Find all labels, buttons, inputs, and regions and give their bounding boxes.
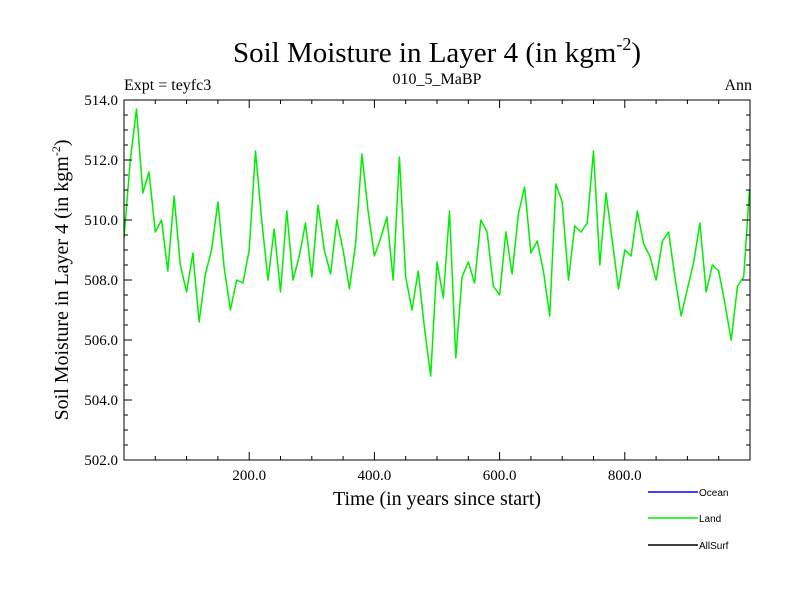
legend-label-ocean: Ocean: [699, 488, 728, 499]
legend-label-allsurf: AllSurf: [699, 541, 729, 552]
x-axis-label: Time (in years since start): [333, 488, 541, 510]
y-tick-label: 502.0: [84, 453, 118, 469]
series-line-land: [124, 108, 750, 377]
y-tick-label: 504.0: [84, 393, 118, 409]
y-tick-label: 510.0: [84, 213, 118, 229]
legend: Ocean Land AllSurf: [648, 488, 729, 552]
x-axis: 200.0 400.0 600.0 800.0: [232, 100, 642, 484]
y-tick-label: 506.0: [84, 333, 118, 349]
minor-ticks: [124, 100, 750, 460]
y-tick-label: 514.0: [84, 93, 118, 109]
y-tick-label: 508.0: [84, 273, 118, 289]
x-tick-label: 400.0: [358, 468, 392, 484]
subtitle-season: Ann: [724, 77, 752, 94]
x-tick-label: 800.0: [608, 468, 642, 484]
y-axis-label: Soil Moisture in Layer 4 (in kgm-2): [49, 139, 73, 420]
chart-title: Soil Moisture in Layer 4 (in kgm-2): [233, 34, 641, 69]
subtitle-experiment: Expt = teyfc3: [124, 77, 211, 94]
x-tick-label: 600.0: [483, 468, 517, 484]
y-tick-label: 512.0: [84, 153, 118, 169]
legend-label-land: Land: [699, 514, 721, 525]
subtitle-period: 010_5_MaBP: [393, 71, 482, 88]
y-axis: 502.0 504.0 506.0 508.0 510.0 512.0 514.0: [84, 93, 750, 469]
x-tick-label: 200.0: [232, 468, 266, 484]
